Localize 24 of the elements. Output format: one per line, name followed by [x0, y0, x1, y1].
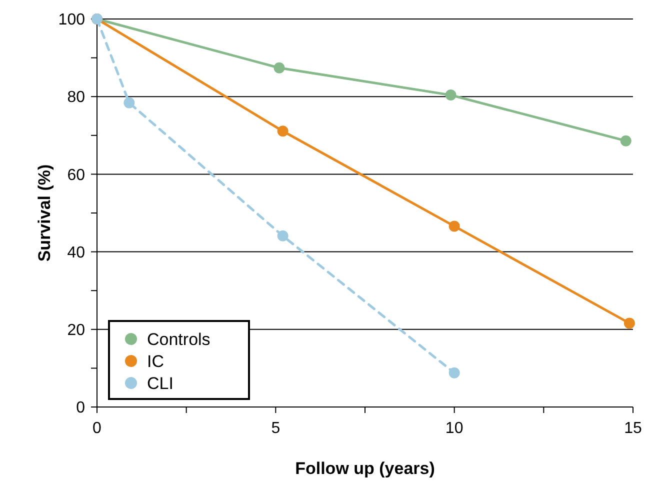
y-tick-label: 20 [67, 322, 86, 339]
point [448, 220, 460, 232]
point [274, 62, 285, 74]
point [448, 367, 460, 378]
x-tick-label: 10 [445, 420, 464, 437]
x-tick-label: 0 [92, 420, 102, 437]
point [277, 230, 288, 242]
x-tick-label: 5 [271, 420, 280, 437]
point [624, 318, 635, 329]
point [445, 90, 456, 101]
point [620, 135, 632, 146]
x-axis-title: Follow up (years) [295, 459, 435, 478]
x-tick-label: 15 [624, 420, 642, 437]
legend-label: IC [147, 352, 164, 371]
legend-label: CLI [147, 374, 174, 393]
y-tick-label: 80 [67, 89, 86, 106]
y-tick-label: 60 [67, 166, 86, 184]
point [124, 97, 135, 108]
y-tick-label: 100 [58, 12, 86, 29]
y-axis-title: Survival (%) [35, 164, 54, 262]
y-tick-label: 40 [67, 244, 86, 262]
y-tick-label: 0 [76, 400, 86, 417]
point [277, 126, 288, 137]
legend-label: Controls [147, 330, 210, 349]
